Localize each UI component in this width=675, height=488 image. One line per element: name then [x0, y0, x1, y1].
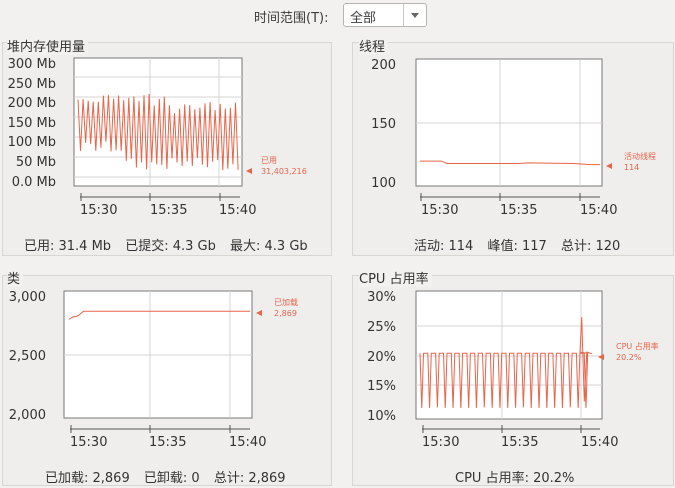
heap-used: 已用: 31.4 Mb [24, 239, 112, 254]
classes-grid [64, 291, 252, 418]
classes-footer: 已加载: 2,869 已卸载: 0 总计: 2,869 [45, 467, 296, 486]
cpu-usage: CPU 占用率: 20.2% [455, 471, 575, 486]
classes-chart: 3,000 2,500 2,000 15:30 15:35 15:40 已加载 … [9, 290, 298, 450]
cpu-x-tick: 15:35 [501, 435, 538, 450]
heap-legend-marker [246, 168, 252, 174]
classes-loaded: 已加载: 2,869 [45, 471, 130, 486]
cpu-x-axis [422, 425, 600, 433]
threads-x-axis [420, 193, 600, 201]
threads-title: 线程 [359, 36, 389, 55]
heap-y-tick: 50 Mb [16, 155, 56, 170]
threads-y-tick: 200 [371, 58, 396, 73]
heap-x-axis [80, 193, 240, 201]
time-range-dropdown[interactable]: 全部 [343, 3, 427, 27]
heap-x-tick: 15:30 [80, 203, 117, 218]
classes-x-tick: 15:40 [229, 435, 266, 450]
cpu-footer: CPU 占用率: 20.2% [455, 467, 584, 486]
heap-y-tick: 300 Mb [8, 57, 56, 72]
threads-x-tick: 15:40 [580, 203, 617, 218]
classes-x-axis [70, 425, 250, 433]
classes-legend-name: 已加载 [274, 297, 298, 307]
toolbar: 时间范围(T): 全部 [0, 0, 675, 32]
cpu-y-tick: 30% [367, 290, 396, 305]
threads-peak: 峰值: 117 [487, 239, 547, 254]
heap-chart: 300 Mb 250 Mb 200 Mb 150 Mb 100 Mb 50 Mb… [8, 57, 307, 218]
time-range-value: 全部 [350, 11, 377, 26]
heap-grid [74, 58, 242, 186]
heap-y-tick: 250 Mb [8, 77, 56, 92]
classes-legend-value: 2,869 [274, 309, 297, 318]
heap-x-tick: 15:35 [150, 203, 187, 218]
threads-y-tick: 100 [371, 176, 396, 191]
threads-y-tick: 150 [371, 117, 396, 132]
heap-x-tick: 15:40 [219, 203, 256, 218]
cpu-y-tick: 25% [367, 320, 396, 335]
heap-y-tick: 200 Mb [8, 96, 56, 111]
classes-y-tick: 3,000 [9, 290, 46, 305]
cpu-x-tick: 15:40 [581, 435, 618, 450]
heap-max: 最大: 4.3 Gb [230, 239, 308, 254]
threads-live: 活动: 114 [414, 239, 474, 254]
cpu-y-tick: 20% [367, 350, 396, 365]
heap-y-tick: 150 Mb [8, 116, 56, 131]
threads-footer: 活动: 114 峰值: 117 总计: 120 [414, 235, 630, 254]
threads-legend-marker [606, 163, 612, 169]
classes-x-tick: 15:30 [70, 435, 107, 450]
classes-x-tick: 15:35 [149, 435, 186, 450]
classes-title: 类 [7, 268, 24, 287]
threads-grid [416, 59, 602, 186]
threads-legend-name: 活动线程 [624, 151, 656, 161]
classes-total: 总计: 2,869 [213, 471, 286, 486]
chevron-down-icon[interactable] [403, 4, 426, 26]
time-range-label: 时间范围(T): [254, 11, 329, 26]
heap-legend-name: 已用 [261, 156, 277, 165]
threads-x-tick: 15:35 [500, 203, 537, 218]
cpu-chart: 30% 25% 20% 15% 10% 15:30 15:35 15:40 CP… [367, 290, 659, 450]
cpu-legend-marker [598, 354, 604, 360]
cpu-legend-value: 20.2% [616, 353, 642, 362]
classes-legend-marker [256, 310, 262, 316]
cpu-title: CPU 占用率 [359, 268, 432, 287]
cpu-x-tick: 15:30 [422, 435, 459, 450]
heap-footer: 已用: 31.4 Mb 已提交: 4.3 Gb 最大: 4.3 Gb [24, 235, 318, 254]
classes-y-tick: 2,000 [9, 408, 46, 423]
threads-x-tick: 15:30 [421, 203, 458, 218]
heap-y-tick: 100 Mb [8, 135, 56, 150]
threads-legend-value: 114 [624, 163, 639, 172]
cpu-legend-name: CPU 占用率 [616, 341, 659, 351]
heap-legend-value: 31,403,216 [261, 167, 307, 176]
heap-title: 堆内存使用量 [7, 36, 89, 55]
threads-total: 总计: 120 [560, 239, 621, 254]
heap-y-tick: 0.0 Mb [12, 175, 56, 190]
cpu-series-line [419, 317, 593, 408]
threads-chart: 200 150 100 15:30 15:35 15:40 活动线程 114 [371, 58, 656, 218]
classes-y-tick: 2,500 [9, 349, 46, 364]
heap-committed: 已提交: 4.3 Gb [125, 239, 216, 254]
classes-unloaded: 已卸载: 0 [143, 471, 200, 486]
heap-series-line [77, 93, 239, 171]
cpu-y-tick: 15% [367, 379, 396, 394]
classes-series-line [68, 310, 250, 320]
threads-series-line [420, 160, 600, 166]
cpu-y-tick: 10% [367, 409, 396, 424]
